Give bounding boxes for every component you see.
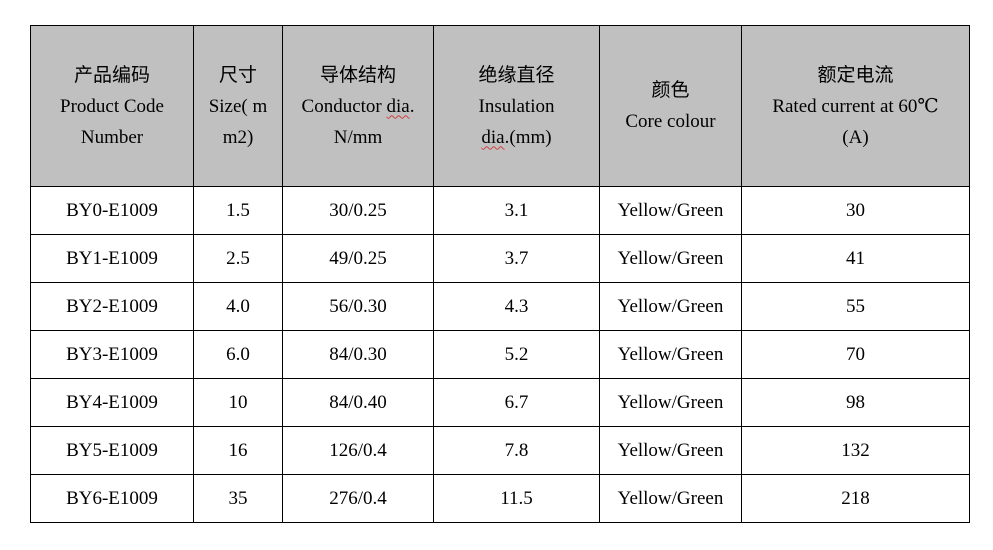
cell-colour: Yellow/Green bbox=[599, 330, 742, 379]
spellcheck-underline: dia bbox=[386, 95, 410, 117]
cell-conductor: 56/0.30 bbox=[282, 282, 434, 331]
cell-product-code: BY0-E1009 bbox=[30, 186, 194, 235]
table-row: BY0-E1009 1.5 30/0.25 3.1 Yellow/Green 3… bbox=[30, 186, 970, 235]
cable-spec-table: 产品编码 Product Code Number 尺寸 Size( m m2) … bbox=[30, 25, 970, 523]
cell-size: 1.5 bbox=[193, 186, 283, 235]
cell-rated-current: 41 bbox=[741, 234, 970, 283]
table-row: BY6-E1009 35 276/0.4 11.5 Yellow/Green 2… bbox=[30, 474, 970, 523]
header-size-zh: 尺寸 bbox=[218, 64, 257, 86]
table-row: BY4-E1009 10 84/0.40 6.7 Yellow/Green 98 bbox=[30, 378, 970, 427]
cell-colour: Yellow/Green bbox=[599, 282, 742, 331]
spellcheck-underline: dia bbox=[481, 126, 505, 148]
cell-rated-current: 218 bbox=[741, 474, 970, 523]
cell-size: 16 bbox=[193, 426, 283, 475]
cell-insulation: 3.1 bbox=[433, 186, 600, 235]
cell-product-code: BY1-E1009 bbox=[30, 234, 194, 283]
cell-rated-current: 30 bbox=[741, 186, 970, 235]
cell-insulation: 3.7 bbox=[433, 234, 600, 283]
cell-rated-current: 55 bbox=[741, 282, 970, 331]
header-insulation-zh: 绝缘直径 bbox=[478, 64, 555, 86]
header-size-en-1: Size( m bbox=[208, 95, 268, 117]
cell-size: 6.0 bbox=[193, 330, 283, 379]
cell-size: 10 bbox=[193, 378, 283, 427]
header-row: 产品编码 Product Code Number 尺寸 Size( m m2) … bbox=[30, 25, 970, 187]
header-conductor-en-1: Conductor dia. bbox=[287, 91, 429, 122]
cell-conductor: 126/0.4 bbox=[282, 426, 434, 475]
cell-rated-current: 98 bbox=[741, 378, 970, 427]
cell-conductor: 84/0.30 bbox=[282, 330, 434, 379]
header-rated-current-zh: 额定电流 bbox=[817, 64, 894, 86]
cell-conductor: 84/0.40 bbox=[282, 378, 434, 427]
cell-insulation: 6.7 bbox=[433, 378, 600, 427]
cell-product-code: BY6-E1009 bbox=[30, 474, 194, 523]
cell-insulation: 5.2 bbox=[433, 330, 600, 379]
cell-rated-current: 132 bbox=[741, 426, 970, 475]
header-conductor-en-1-text: Conductor dia. bbox=[301, 95, 415, 117]
header-insulation-en-2: dia.(mm) bbox=[481, 126, 552, 148]
cell-insulation: 11.5 bbox=[433, 474, 600, 523]
cell-conductor: 49/0.25 bbox=[282, 234, 434, 283]
header-colour: 颜色 Core colour bbox=[599, 25, 742, 187]
cell-conductor: 276/0.4 bbox=[282, 474, 434, 523]
cell-product-code: BY2-E1009 bbox=[30, 282, 194, 331]
cell-product-code: BY3-E1009 bbox=[30, 330, 194, 379]
header-conductor-en-2: N/mm bbox=[333, 126, 383, 148]
header-product-code-en-2: Number bbox=[80, 126, 144, 148]
header-product-code-en-1: Product Code bbox=[60, 95, 164, 117]
cell-insulation: 7.8 bbox=[433, 426, 600, 475]
cell-product-code: BY5-E1009 bbox=[30, 426, 194, 475]
header-insulation-en-1: Insulation bbox=[478, 95, 555, 117]
header-product-code-zh: 产品编码 bbox=[73, 64, 150, 86]
cell-insulation: 4.3 bbox=[433, 282, 600, 331]
table-header: 产品编码 Product Code Number 尺寸 Size( m m2) … bbox=[30, 25, 970, 187]
header-rated-current-en-1: Rated current at 60℃ bbox=[772, 95, 939, 117]
header-size-en-2: m2) bbox=[222, 126, 254, 148]
cell-size: 35 bbox=[193, 474, 283, 523]
header-colour-en: Core colour bbox=[625, 111, 716, 132]
header-conductor-zh: 导体结构 bbox=[319, 64, 396, 86]
cell-product-code: BY4-E1009 bbox=[30, 378, 194, 427]
header-rated-current-en-2: (A) bbox=[842, 126, 869, 148]
table-body: BY0-E1009 1.5 30/0.25 3.1 Yellow/Green 3… bbox=[30, 186, 970, 523]
cell-size: 4.0 bbox=[193, 282, 283, 331]
cell-colour: Yellow/Green bbox=[599, 378, 742, 427]
cell-colour: Yellow/Green bbox=[599, 426, 742, 475]
header-product-code: 产品编码 Product Code Number bbox=[30, 25, 194, 187]
cell-size: 2.5 bbox=[193, 234, 283, 283]
table-row: BY5-E1009 16 126/0.4 7.8 Yellow/Green 13… bbox=[30, 426, 970, 475]
header-rated-current: 额定电流 Rated current at 60℃ (A) bbox=[741, 25, 970, 187]
table-row: BY2-E1009 4.0 56/0.30 4.3 Yellow/Green 5… bbox=[30, 282, 970, 331]
table-row: BY3-E1009 6.0 84/0.30 5.2 Yellow/Green 7… bbox=[30, 330, 970, 379]
header-colour-zh: 颜色 bbox=[651, 80, 690, 101]
header-conductor: 导体结构 Conductor dia. N/mm bbox=[282, 25, 434, 187]
header-insulation: 绝缘直径 Insulation dia.(mm) bbox=[433, 25, 600, 187]
cell-rated-current: 70 bbox=[741, 330, 970, 379]
cell-conductor: 30/0.25 bbox=[282, 186, 434, 235]
cell-colour: Yellow/Green bbox=[599, 474, 742, 523]
cell-colour: Yellow/Green bbox=[599, 186, 742, 235]
header-size: 尺寸 Size( m m2) bbox=[193, 25, 283, 187]
table-row: BY1-E1009 2.5 49/0.25 3.7 Yellow/Green 4… bbox=[30, 234, 970, 283]
cell-colour: Yellow/Green bbox=[599, 234, 742, 283]
